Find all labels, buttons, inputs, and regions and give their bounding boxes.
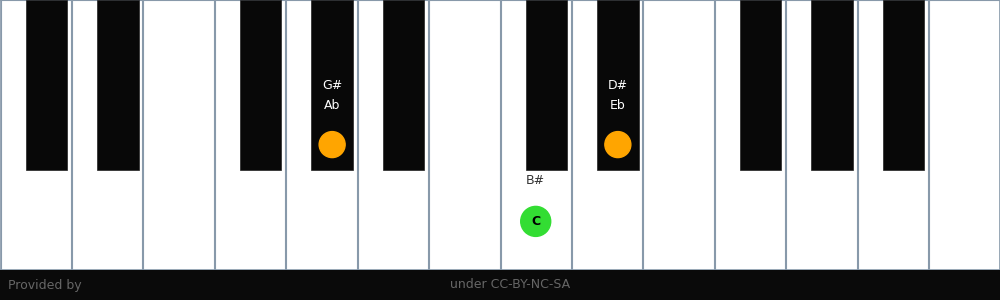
Text: G#: G# [322, 79, 342, 92]
Bar [526, 0, 567, 170]
Text: Eb: Eb [610, 99, 626, 112]
Bar [740, 0, 781, 170]
Bar [929, 0, 1000, 270]
Bar [715, 0, 785, 270]
Bar [72, 0, 142, 270]
Bar [240, 0, 281, 170]
Bar [97, 0, 139, 170]
Bar [383, 0, 424, 170]
Bar [858, 0, 928, 270]
Bar [429, 0, 500, 270]
Bar [572, 0, 642, 270]
Bar [643, 0, 714, 270]
Circle shape [605, 132, 631, 158]
Bar [143, 0, 214, 270]
Bar [0, 270, 1000, 300]
Circle shape [521, 206, 551, 236]
Text: Provided by: Provided by [8, 278, 82, 292]
Bar [215, 0, 285, 270]
Text: D#: D# [608, 79, 628, 92]
Bar [286, 0, 357, 270]
Bar [501, 0, 571, 270]
Bar [597, 0, 639, 170]
Text: Ab: Ab [324, 99, 340, 112]
Circle shape [319, 132, 345, 158]
Text: C: C [531, 215, 540, 228]
Bar [786, 0, 857, 270]
Bar [811, 0, 853, 170]
Bar [0, 0, 71, 270]
Bar [358, 0, 428, 270]
Text: under CC-BY-NC-SA: under CC-BY-NC-SA [450, 278, 570, 292]
Bar [883, 0, 924, 170]
Text: B#: B# [526, 174, 545, 188]
Bar [26, 0, 67, 170]
Bar [311, 0, 353, 170]
